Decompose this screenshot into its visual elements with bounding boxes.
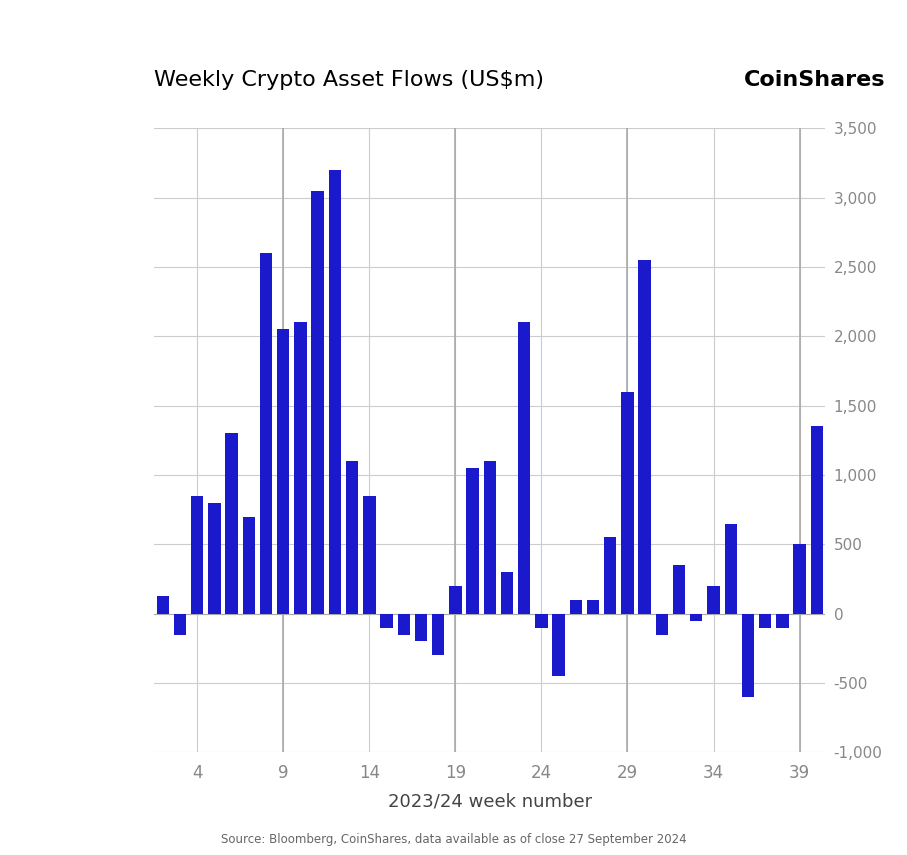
Text: CoinShares: CoinShares [744,70,885,90]
Text: Weekly Crypto Asset Flows (US$m): Weekly Crypto Asset Flows (US$m) [154,70,544,90]
Bar [570,600,582,614]
Bar [776,614,788,628]
Bar [656,614,668,634]
Bar [552,614,565,676]
Bar [346,461,358,614]
Bar [604,538,617,614]
Bar [759,614,771,628]
Bar [639,260,651,614]
Bar [432,614,444,655]
Bar [742,614,754,697]
Bar [707,586,719,614]
Bar [518,322,531,614]
Bar [380,614,393,628]
Bar [243,516,255,614]
Bar [157,596,169,614]
Bar [621,392,634,614]
Bar [191,496,203,614]
Bar [260,253,272,614]
Bar [328,170,341,614]
Bar [466,468,479,614]
Bar [363,496,375,614]
Bar [311,191,324,614]
Bar [140,586,151,614]
Bar [587,600,600,614]
Bar [690,614,703,621]
Bar [449,586,462,614]
Bar [414,614,427,641]
Bar [277,329,289,614]
Bar [673,565,686,614]
Text: Source: Bloomberg, CoinShares, data available as of close 27 September 2024: Source: Bloomberg, CoinShares, data avai… [220,834,687,846]
Bar [209,503,220,614]
Bar [226,433,238,614]
Bar [811,427,823,614]
X-axis label: 2023/24 week number: 2023/24 week number [387,793,592,811]
Bar [501,572,513,614]
Bar [294,322,307,614]
Bar [174,614,186,634]
Bar [483,461,496,614]
Bar [535,614,548,628]
Bar [725,523,736,614]
Bar [794,545,805,614]
Bar [397,614,410,634]
